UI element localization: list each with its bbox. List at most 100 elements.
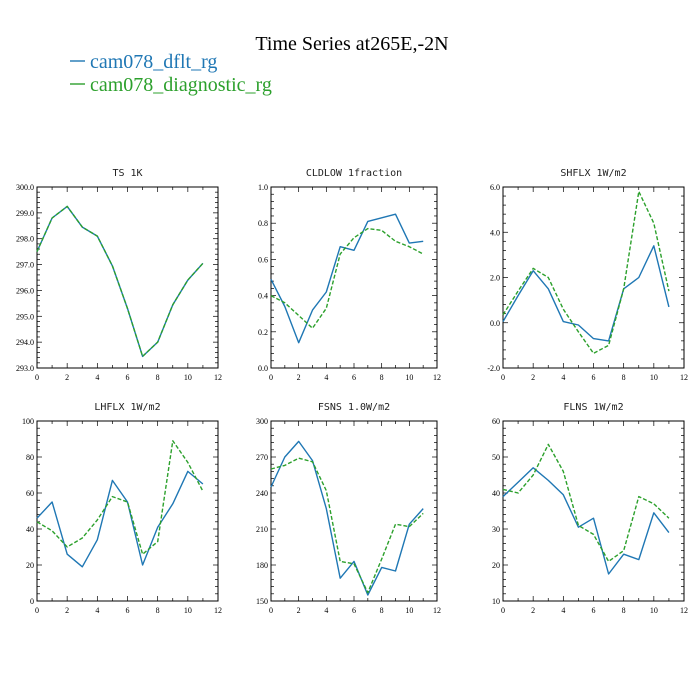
legend: cam078_dflt_rg cam078_diagnostic_rg: [70, 51, 272, 96]
y-tick-label-flns-3: 40: [492, 489, 500, 498]
y-tick-label-lhflx-0: 0: [30, 597, 34, 606]
x-tick-label-fsns-4: 8: [380, 606, 384, 615]
y-tick-label-ts-2: 295.0: [16, 312, 34, 321]
panel-flns: FLNS 1W/m2 0 2 4 6 8 10 12 10 20 30 40 50 60: [492, 402, 688, 615]
y-tick-label-cldlow-2: 0.4: [258, 292, 268, 301]
x-tick-label-shflx-0: 0: [501, 373, 505, 382]
x-tick-label-fsns-3: 6: [352, 606, 356, 615]
series-line-fsns-dflt: [270, 440, 424, 596]
x-tick-label-flns-1: 2: [531, 606, 535, 615]
x-tick-label-lhflx-0: 0: [35, 606, 39, 615]
y-tick-label-fsns-1: 180: [256, 561, 268, 570]
x-tick-label-ts-0: 0: [35, 373, 39, 382]
y-tick-label-lhflx-4: 80: [26, 453, 34, 462]
x-tick-label-cldlow-4: 8: [380, 373, 384, 382]
x-tick-label-cldlow-5: 10: [405, 373, 413, 382]
y-tick-label-ts-1: 294.0: [16, 338, 34, 347]
x-tick-label-ts-3: 6: [126, 373, 130, 382]
series-line-lhflx-diagnostic: [36, 440, 204, 555]
y-tick-label-shflx-4: 6.0: [490, 183, 500, 192]
y-tick-label-lhflx-2: 40: [26, 525, 34, 534]
y-tick-label-cldlow-3: 0.6: [258, 255, 268, 264]
y-tick-label-ts-6: 299.0: [16, 209, 34, 218]
y-tick-label-fsns-5: 300: [256, 417, 268, 426]
y-tick-label-ts-0: 293.0: [16, 364, 34, 373]
y-tick-label-flns-1: 20: [492, 561, 500, 570]
y-tick-label-ts-3: 296.0: [16, 286, 34, 295]
y-tick-label-cldlow-1: 0.2: [258, 328, 268, 337]
series-line-shflx-dflt: [502, 245, 670, 342]
y-tick-label-shflx-3: 4.0: [490, 228, 500, 237]
x-tick-label-cldlow-2: 4: [324, 373, 328, 382]
panel-title-lhflx: LHFLX 1W/m2: [94, 402, 160, 413]
y-tick-label-lhflx-3: 60: [26, 489, 34, 498]
x-tick-label-ts-5: 10: [184, 373, 192, 382]
x-tick-label-cldlow-6: 12: [433, 373, 441, 382]
plot-frame-lhflx: [36, 420, 219, 602]
y-tick-label-shflx-1: 0.0: [490, 319, 500, 328]
x-tick-label-lhflx-6: 12: [214, 606, 222, 615]
plot-frame-fsns: [270, 420, 438, 602]
plot-frame-shflx: [502, 186, 685, 369]
panel-title-shflx: SHFLX 1W/m2: [560, 168, 626, 179]
y-tick-label-ts-4: 297.0: [16, 261, 34, 270]
x-tick-label-flns-3: 6: [592, 606, 596, 615]
x-tick-label-flns-0: 0: [501, 606, 505, 615]
panel-fsns: FSNS 1.0W/m2 0 2 4 6 8 10 12 150 180 210 240 270 300: [256, 402, 441, 615]
y-tick-label-fsns-0: 150: [256, 597, 268, 606]
series-line-fsns-diagnostic: [270, 457, 424, 594]
y-tick-label-shflx-0: -2.0: [487, 364, 500, 373]
y-tick-label-fsns-4: 270: [256, 453, 268, 462]
plot-frame-flns: [502, 420, 685, 602]
panel-title-flns: FLNS 1W/m2: [563, 402, 623, 413]
x-tick-label-cldlow-1: 2: [297, 373, 301, 382]
x-tick-label-cldlow-3: 6: [352, 373, 356, 382]
x-tick-label-shflx-1: 2: [531, 373, 535, 382]
series-line-flns-diagnostic: [502, 443, 670, 563]
x-tick-label-lhflx-3: 6: [126, 606, 130, 615]
panel-title-fsns: FSNS 1.0W/m2: [318, 402, 390, 413]
x-tick-label-ts-4: 8: [156, 373, 160, 382]
x-tick-label-shflx-4: 8: [622, 373, 626, 382]
y-tick-label-lhflx-5: 100: [22, 417, 34, 426]
x-tick-label-cldlow-0: 0: [269, 373, 273, 382]
y-tick-label-cldlow-5: 1.0: [258, 183, 268, 192]
y-tick-label-lhflx-1: 20: [26, 561, 34, 570]
panel-lhflx: LHFLX 1W/m2 0 2 4 6 8 10 12 0 20 40 60 80 100: [22, 402, 222, 615]
legend-label-diagnostic: cam078_diagnostic_rg: [90, 74, 272, 96]
x-tick-label-shflx-3: 6: [592, 373, 596, 382]
x-tick-label-shflx-6: 12: [680, 373, 688, 382]
panel-shflx: SHFLX 1W/m2 0 2 4 6 8 10 12 -2.0 0.0 2.0 4.0 6.0: [487, 168, 688, 382]
panel-cldlow: CLDLOW 1fraction 0 2 4 6 8 10 12 0.0 0.2 0.4 0.6 0.8…: [258, 168, 441, 382]
y-tick-label-cldlow-4: 0.8: [258, 219, 268, 228]
x-tick-label-flns-2: 4: [561, 606, 565, 615]
x-tick-label-shflx-2: 4: [561, 373, 565, 382]
x-tick-label-lhflx-2: 4: [95, 606, 99, 615]
y-tick-label-flns-2: 30: [492, 525, 500, 534]
x-tick-label-fsns-0: 0: [269, 606, 273, 615]
series-line-flns-dflt: [502, 467, 670, 575]
series-line-cldlow-diagnostic: [270, 227, 424, 329]
series-line-lhflx-dflt: [36, 470, 204, 568]
x-tick-label-lhflx-5: 10: [184, 606, 192, 615]
y-tick-label-fsns-2: 210: [256, 525, 268, 534]
series-line-ts-dflt: [36, 205, 204, 358]
panel-ts: TS 1K 0 2 4 6 8 10 12 293.0 294.0 295.0 296.0 297.0 2…: [16, 168, 222, 382]
series-line-cldlow-dflt: [270, 213, 424, 344]
plot-frame-cldlow: [270, 186, 438, 369]
x-tick-label-flns-4: 8: [622, 606, 626, 615]
x-tick-label-flns-6: 12: [680, 606, 688, 615]
series-line-ts-diagnostic: [36, 205, 204, 358]
x-tick-label-flns-5: 10: [650, 606, 658, 615]
x-tick-label-fsns-2: 4: [324, 606, 328, 615]
panels: TS 1K 0 2 4 6 8 10 12 293.0 294.0 295.0 296.0 297.0 2…: [16, 168, 688, 615]
y-tick-label-ts-5: 298.0: [16, 235, 34, 244]
x-tick-label-fsns-6: 12: [433, 606, 441, 615]
y-tick-label-fsns-3: 240: [256, 489, 268, 498]
x-tick-label-ts-2: 4: [95, 373, 99, 382]
panel-title-ts: TS 1K: [112, 168, 142, 179]
x-tick-label-lhflx-1: 2: [65, 606, 69, 615]
y-tick-label-flns-4: 50: [492, 453, 500, 462]
x-tick-label-lhflx-4: 8: [156, 606, 160, 615]
